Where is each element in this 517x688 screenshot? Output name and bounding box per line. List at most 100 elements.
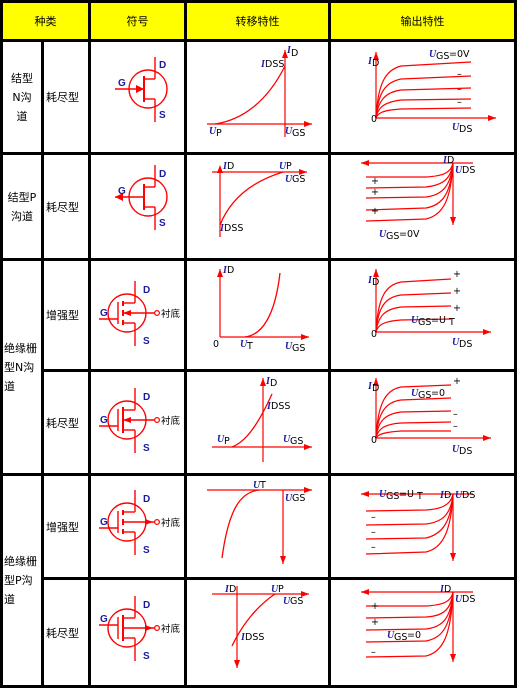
axis-idss-sub: DSS [224,223,243,234]
group-mos-p-label: 绝缘栅型P沟道 [4,555,37,606]
axis-ugs-sub: GS [290,596,303,607]
plus-mark: + [453,269,461,280]
axis-id-label: I [222,161,228,172]
terminal-d-label: D [143,392,150,403]
ugs-ut-sub: T [416,491,423,502]
group-jfet-n-label: 结型N沟道 [11,71,33,123]
terminal-g-label: G [118,186,126,197]
plus-mark: + [371,617,379,628]
mode-row1: 耗尽型 [44,42,88,152]
axis-ugs-label: U [283,596,291,607]
axis-ugs-label: U [411,315,419,326]
axis-id-sub: D [227,161,234,172]
axis-id-sub: D [447,155,454,166]
axis-ut-label: U [240,339,248,350]
ugs-ut-label: =U [431,315,446,326]
terminal-substrate-label: 衬底 [161,415,181,427]
symbol-mos-p-enh: G D S 衬底 [91,476,184,577]
minus-mark: – [371,647,376,658]
axis-id-label: I [442,155,448,166]
axis-up-sub: P [278,584,284,595]
mos-p-dep-symbol-icon: G D S 衬底 [99,596,181,662]
axis-uds-label: U [452,444,460,455]
axis-up-sub: P [224,436,230,447]
axis-id-label: I [439,490,445,501]
mode-row6: 耗尽型 [44,580,88,685]
minus-mark: – [371,527,376,538]
header-symbol-label: 符号 [126,15,149,28]
mode-row2-label: 耗尽型 [46,200,79,214]
axis-ugs-sub: GS [436,51,449,62]
terminal-g-label: G [100,614,108,625]
mode-row4-label: 耗尽型 [46,416,79,430]
terminal-s-label: S [159,110,166,121]
axis-ugs-sub: GS [292,128,305,139]
axis-id-sub: D [229,584,236,595]
plus-mark: + [453,286,461,297]
header-symbol: 符号 [91,3,184,39]
terminal-s-label: S [143,545,150,556]
origin-label: 0 [371,114,377,125]
group-jfet-p-label: 结型P沟道 [7,190,37,223]
axis-uds-sub: DS [462,594,475,605]
axis-ut-sub: T [246,341,253,352]
terminal-substrate-label: 衬底 [161,623,181,635]
axis-up-label: U [209,126,217,137]
axis-ut-sub: T [259,480,266,491]
header-output: 输出特性 [331,3,514,39]
axis-uds-sub: DS [462,490,475,501]
axis-up-sub: P [216,128,222,139]
terminal-d-label: D [143,600,150,611]
axis-id-label: I [367,56,373,67]
terminal-d-label: D [143,285,150,296]
axis-ugs-sub: GS [290,436,303,447]
axis-ugs-label: U [387,630,395,641]
axis-ugs-sub: GS [292,343,305,354]
minus-mark: – [453,421,458,432]
minus-mark: – [457,97,462,108]
terminal-g-label: G [100,415,108,426]
axis-ut-label: U [253,480,261,491]
axis-up-label: U [271,584,279,595]
axis-idss-sub: DSS [271,401,290,412]
axis-up-sub: P [286,161,292,172]
axis-id-label: I [222,265,228,276]
axis-ugs-label: U [285,341,293,352]
axis-id-label: I [224,584,230,595]
axis-uds-sub: DS [459,339,472,350]
plus-mark: + [371,187,379,198]
axis-idss-label: I [219,223,225,234]
axis-idss-sub: DSS [245,632,264,643]
mode-row3: 增强型 [44,261,88,369]
group-mos-p: 绝缘栅型P沟道 [3,476,41,685]
axis-uds-label: U [455,165,463,176]
mode-row2: 耗尽型 [44,155,88,258]
axis-ugs-label: U [283,434,291,445]
mode-row6-label: 耗尽型 [46,626,79,640]
plus-mark: + [371,176,379,187]
axis-id-label: I [286,45,292,56]
axis-id-sub: D [444,490,451,501]
axis-id-sub: D [372,277,379,288]
terminal-d-label: D [143,494,150,505]
axis-ugs-label: U [379,489,387,500]
axis-idss-label: I [266,401,272,412]
mode-row3-label: 增强型 [46,309,79,322]
symbol-mos-p-dep: G D S 衬底 [91,580,184,685]
minus-mark: – [453,409,458,420]
group-jfet-n: 结型N沟道 [3,42,41,152]
